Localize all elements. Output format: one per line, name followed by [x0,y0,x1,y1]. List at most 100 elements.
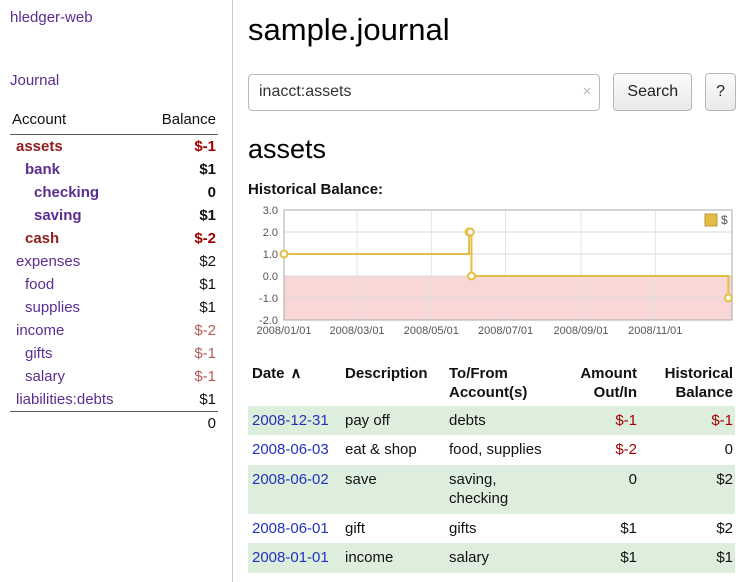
svg-text:-1.0: -1.0 [259,293,278,305]
search-input[interactable] [248,73,601,111]
accounts-rows: assets $-1 bank $1 checking 0 saving $1 cash $-2 e… [10,135,218,411]
register-col-description: Description [345,365,428,382]
account-row: salary $-1 [10,365,218,388]
sidebar-account-link[interactable]: cash [25,230,60,247]
transaction-accounts: saving, checking [449,470,509,508]
svg-text:0.0: 0.0 [263,271,278,283]
accounts-col-account: Account [12,111,67,128]
transaction-balance: $1 [716,549,733,566]
sidebar: hledger-web Journal Account Balance asse… [0,0,233,582]
account-row: bank $1 [10,158,218,181]
transaction-description: eat & shop [345,441,417,458]
register-col-date[interactable]: Date ∧ [252,365,302,382]
transaction-description: income [345,549,394,566]
account-row: cash $-2 [10,227,218,250]
account-row: supplies $1 [10,296,218,319]
chart-title: Historical Balance: [248,181,384,198]
historical-balance-chart: -2.0 -1.0 0.0 1.0 2.0 3.0 2008/01/01 2008/03/01… [256,205,733,337]
register-col-historical: Historical Balance [664,365,733,401]
account-balance: $1 [199,276,216,293]
sidebar-account-link[interactable]: food [25,276,55,293]
register-row: 2008-12-31 pay off debts $-1 $-1 [248,405,735,435]
date-link[interactable]: 2008-06-03 [252,441,329,458]
account-balance: $1 [199,161,216,178]
account-balance: $-2 [194,230,216,247]
transaction-amount: $-2 [615,441,637,458]
sidebar-account-link[interactable]: checking [34,184,100,201]
transaction-balance: $2 [716,470,733,488]
svg-text:1.0: 1.0 [263,249,278,261]
svg-text:2008/09/01: 2008/09/01 [554,325,609,337]
register-row: 2008-06-03 eat & shop food, supplies $-2 0 [248,435,735,465]
transaction-balance: $2 [716,519,733,537]
account-balance: $1 [199,391,216,408]
accounts-total-row: 0 [10,411,218,436]
sidebar-account-link[interactable]: income [16,322,65,339]
transaction-accounts: salary [449,549,490,566]
sidebar-account-link[interactable]: assets [16,138,63,155]
date-link[interactable]: 2008-01-01 [252,549,329,566]
transaction-amount: 0 [628,470,637,488]
sidebar-account-link[interactable]: supplies [25,299,81,316]
svg-text:2.0: 2.0 [263,227,278,239]
account-row: checking 0 [10,181,218,204]
sidebar-account-link[interactable]: bank [25,161,61,178]
transaction-amount: $-1 [615,411,637,429]
accounts-header: Account Balance [10,111,218,135]
sidebar-account-link[interactable]: liabilities:debts [16,391,114,408]
search-bar: × Search ? [248,73,736,111]
sidebar-account-link[interactable]: gifts [25,345,53,362]
account-balance: $2 [199,253,216,270]
help-button[interactable]: ? [705,73,736,111]
accounts-panel: Account Balance assets $-1 bank $1 checking 0… [10,111,218,436]
date-link[interactable]: 2008-06-02 [252,470,329,488]
account-balance: $-2 [194,322,216,339]
register-row: 2008-01-01 income salary $1 $1 [248,543,735,573]
transaction-accounts: debts [449,411,486,429]
register-row: 2008-06-02 save saving, checking 0 $2 [248,464,735,514]
date-link[interactable]: 2008-06-01 [252,519,329,537]
transaction-balance: 0 [724,441,733,458]
account-balance: $-1 [194,138,216,155]
svg-text:2008/05/01: 2008/05/01 [404,325,459,337]
sort-asc-icon[interactable]: ∧ [290,365,302,382]
svg-text:2008/03/01: 2008/03/01 [330,325,385,337]
account-balance: $1 [199,299,216,316]
transaction-accounts: food, supplies [449,441,542,458]
search-box: × [248,73,601,111]
account-row: assets $-1 [10,135,218,158]
svg-text:2008/07/01: 2008/07/01 [478,325,533,337]
register-col-amount: Amount Out/In [580,365,637,401]
accounts-total-value: 0 [207,415,216,432]
account-row: saving $1 [10,204,218,227]
register-col-tofrom: To/From Account(s) [449,365,528,401]
page-title: sample.journal [248,12,450,47]
transaction-description: pay off [345,411,390,429]
account-row: expenses $2 [10,250,218,273]
search-button[interactable]: Search [613,73,693,111]
account-row: food $1 [10,273,218,296]
sidebar-account-link[interactable]: salary [25,368,66,385]
register-table: Date ∧ Description To/From Account(s) Amount O… [248,362,735,573]
clear-search-icon[interactable]: × [582,82,592,100]
account-balance: $1 [199,207,216,224]
account-balance: 0 [207,184,216,201]
sidebar-item-journal[interactable]: Journal [10,72,60,89]
transaction-accounts: gifts [449,519,477,537]
sidebar-account-link[interactable]: expenses [16,253,81,270]
svg-text:-2.0: -2.0 [259,315,278,327]
account-row: liabilities:debts $1 [10,388,218,411]
register-header-row: Date ∧ Description To/From Account(s) Amount O… [248,362,735,406]
account-balance: $-1 [194,345,216,362]
date-link[interactable]: 2008-12-31 [252,411,329,429]
account-row: gifts $-1 [10,342,218,365]
transaction-amount: $1 [620,519,637,537]
app-title-link[interactable]: hledger-web [10,9,93,26]
accounts-col-balance: Balance [161,111,216,128]
transaction-amount: $1 [620,549,637,566]
sidebar-account-link[interactable]: saving [34,207,82,224]
transaction-balance: $-1 [711,411,733,429]
svg-text:2008/11/01: 2008/11/01 [628,325,682,337]
transaction-description: save [345,470,377,488]
svg-text:2008/01/01: 2008/01/01 [256,325,311,337]
